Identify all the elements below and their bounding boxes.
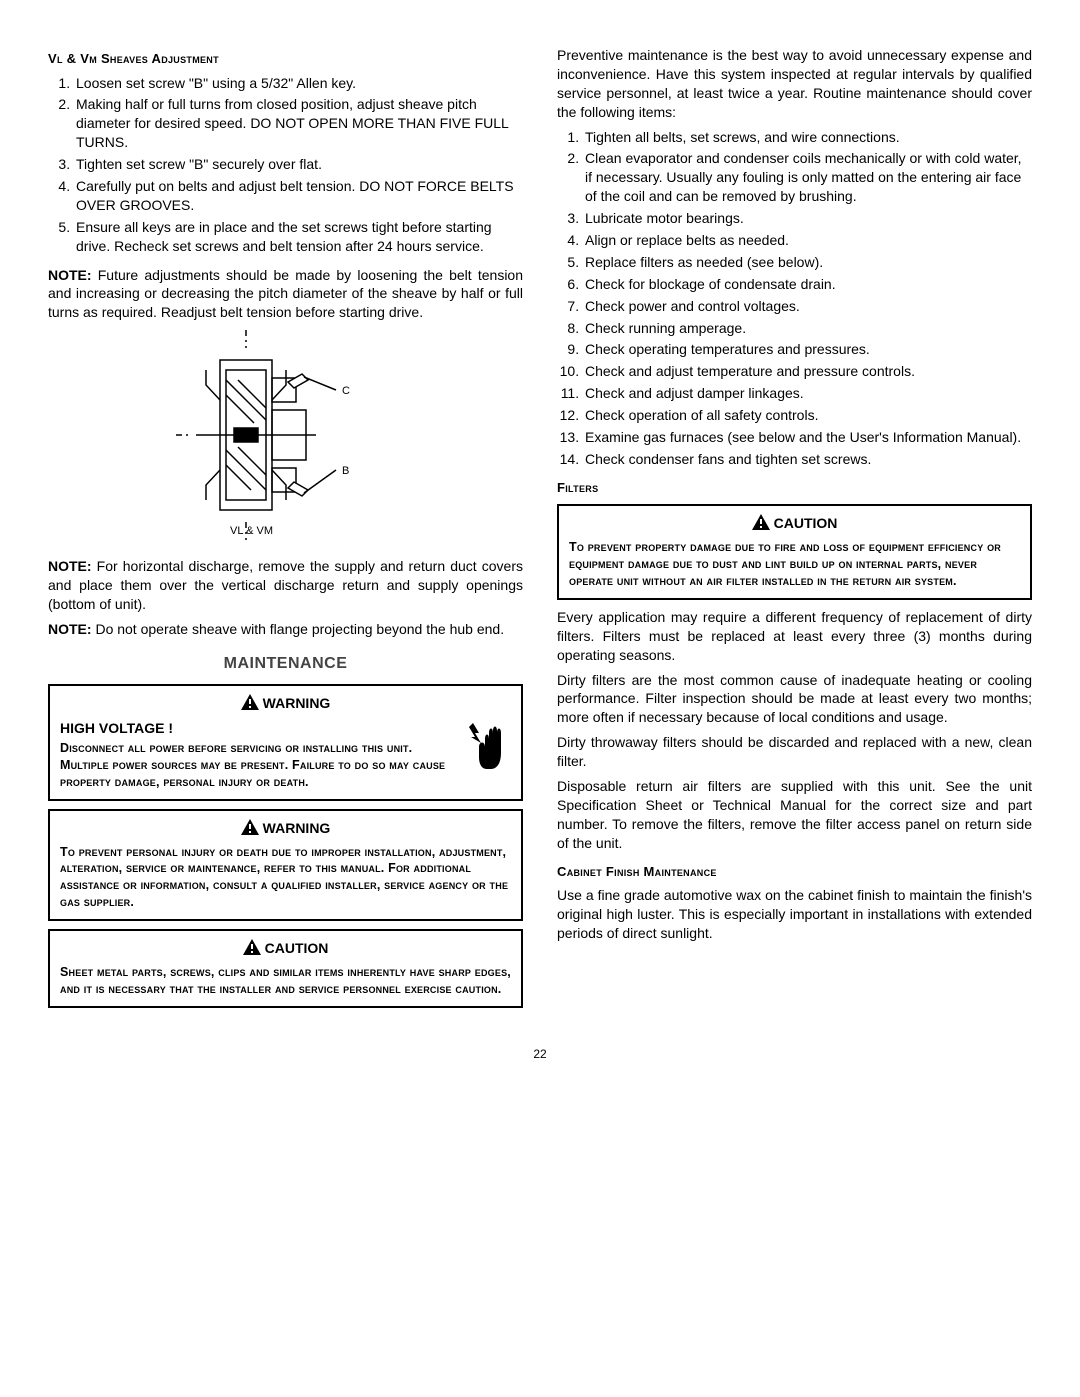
caution-filters: CAUTION To prevent property damage due t… <box>557 504 1032 600</box>
warning-triangle-icon <box>241 819 259 840</box>
alert-body: To prevent property damage due to fire a… <box>569 539 1020 590</box>
list-item: Tighten set screw "B" securely over flat… <box>74 155 523 174</box>
alert-body: Disconnect all power before servicing or… <box>60 740 455 791</box>
left-column: Vl & Vm Sheaves Adjustment Loosen set sc… <box>48 40 523 1016</box>
list-item: Check and adjust temperature and pressur… <box>583 362 1032 381</box>
sheaves-heading: Vl & Vm Sheaves Adjustment <box>48 50 523 68</box>
list-item: Check for blockage of condensate drain. <box>583 275 1032 294</box>
fig-label-c: C <box>342 385 350 397</box>
filters-p2: Dirty filters are the most common cause … <box>557 671 1032 728</box>
list-item: Check power and control voltages. <box>583 297 1032 316</box>
cabinet-heading: Cabinet Finish Maintenance <box>557 863 1032 881</box>
alert-heading: WARNING <box>60 694 511 715</box>
list-item: Check condenser fans and tighten set scr… <box>583 450 1032 469</box>
pm-checklist: Tighten all belts, set screws, and wire … <box>557 128 1032 469</box>
page-number: 22 <box>48 1046 1032 1062</box>
warning-triangle-icon <box>752 514 770 535</box>
note-lead: NOTE: <box>48 621 92 637</box>
alert-heading: WARNING <box>60 819 511 840</box>
list-item: Clean evaporator and condenser coils mec… <box>583 149 1032 206</box>
maintenance-title: MAINTENANCE <box>48 653 523 675</box>
alert-body: To prevent personal injury or death due … <box>60 844 511 912</box>
alert-body: Sheet metal parts, screws, clips and sim… <box>60 964 511 998</box>
high-voltage-subhead: HIGH VOLTAGE ! <box>60 719 455 738</box>
warning-high-voltage: WARNING HIGH VOLTAGE ! Disconnect all po… <box>48 684 523 800</box>
list-item: Lubricate motor bearings. <box>583 209 1032 228</box>
list-item: Tighten all belts, set screws, and wire … <box>583 128 1032 147</box>
alert-heading: CAUTION <box>569 514 1020 535</box>
alert-head-text: WARNING <box>263 695 331 711</box>
note-body: Do not operate sheave with flange projec… <box>92 621 505 637</box>
pm-intro: Preventive maintenance is the best way t… <box>557 46 1032 122</box>
cabinet-body: Use a fine grade automotive wax on the c… <box>557 886 1032 943</box>
sheaves-steps: Loosen set screw "B" using a 5/32" Allen… <box>48 74 523 256</box>
filters-p3: Dirty throwaway filters should be discar… <box>557 733 1032 771</box>
fig-label-b: B <box>342 465 349 477</box>
list-item: Check running amperage. <box>583 319 1032 338</box>
shock-hand-icon <box>465 719 511 778</box>
filters-heading: Filters <box>557 479 1032 497</box>
filters-p1: Every application may require a differen… <box>557 608 1032 665</box>
list-item: Align or replace belts as needed. <box>583 231 1032 250</box>
note-horizontal-discharge: NOTE: For horizontal discharge, remove t… <box>48 557 523 614</box>
list-item: Ensure all keys are in place and the set… <box>74 218 523 256</box>
list-item: Check operating temperatures and pressur… <box>583 340 1032 359</box>
note-body: For horizontal discharge, remove the sup… <box>48 558 523 612</box>
note-lead: NOTE: <box>48 267 92 283</box>
list-item: Loosen set screw "B" using a 5/32" Allen… <box>74 74 523 93</box>
fig-caption: VL & VM <box>230 525 273 537</box>
note-lead: NOTE: <box>48 558 92 574</box>
right-column: Preventive maintenance is the best way t… <box>557 40 1032 1016</box>
warning-triangle-icon <box>241 694 259 715</box>
note-body: Future adjustments should be made by loo… <box>48 267 523 321</box>
list-item: Examine gas furnaces (see below and the … <box>583 428 1032 447</box>
list-item: Replace filters as needed (see below). <box>583 253 1032 272</box>
sheave-diagram-icon: C B VL & VM <box>176 330 396 540</box>
list-item: Carefully put on belts and adjust belt t… <box>74 177 523 215</box>
sheave-figure: C B VL & VM <box>48 330 523 545</box>
filters-p4: Disposable return air filters are suppli… <box>557 777 1032 853</box>
note-future-adjustments: NOTE: Future adjustments should be made … <box>48 266 523 323</box>
alert-heading: CAUTION <box>60 939 511 960</box>
list-item: Making half or full turns from closed po… <box>74 95 523 152</box>
note-sheave-flange: NOTE: Do not operate sheave with flange … <box>48 620 523 639</box>
alert-head-text: CAUTION <box>265 940 329 956</box>
list-item: Check and adjust damper linkages. <box>583 384 1032 403</box>
alert-head-text: WARNING <box>263 820 331 836</box>
warning-triangle-icon <box>243 939 261 960</box>
alert-head-text: CAUTION <box>774 516 838 532</box>
list-item: Check operation of all safety controls. <box>583 406 1032 425</box>
two-column-layout: Vl & Vm Sheaves Adjustment Loosen set sc… <box>48 40 1032 1016</box>
caution-sharp-edges: CAUTION Sheet metal parts, screws, clips… <box>48 929 523 1008</box>
warning-improper-install: WARNING To prevent personal injury or de… <box>48 809 523 921</box>
